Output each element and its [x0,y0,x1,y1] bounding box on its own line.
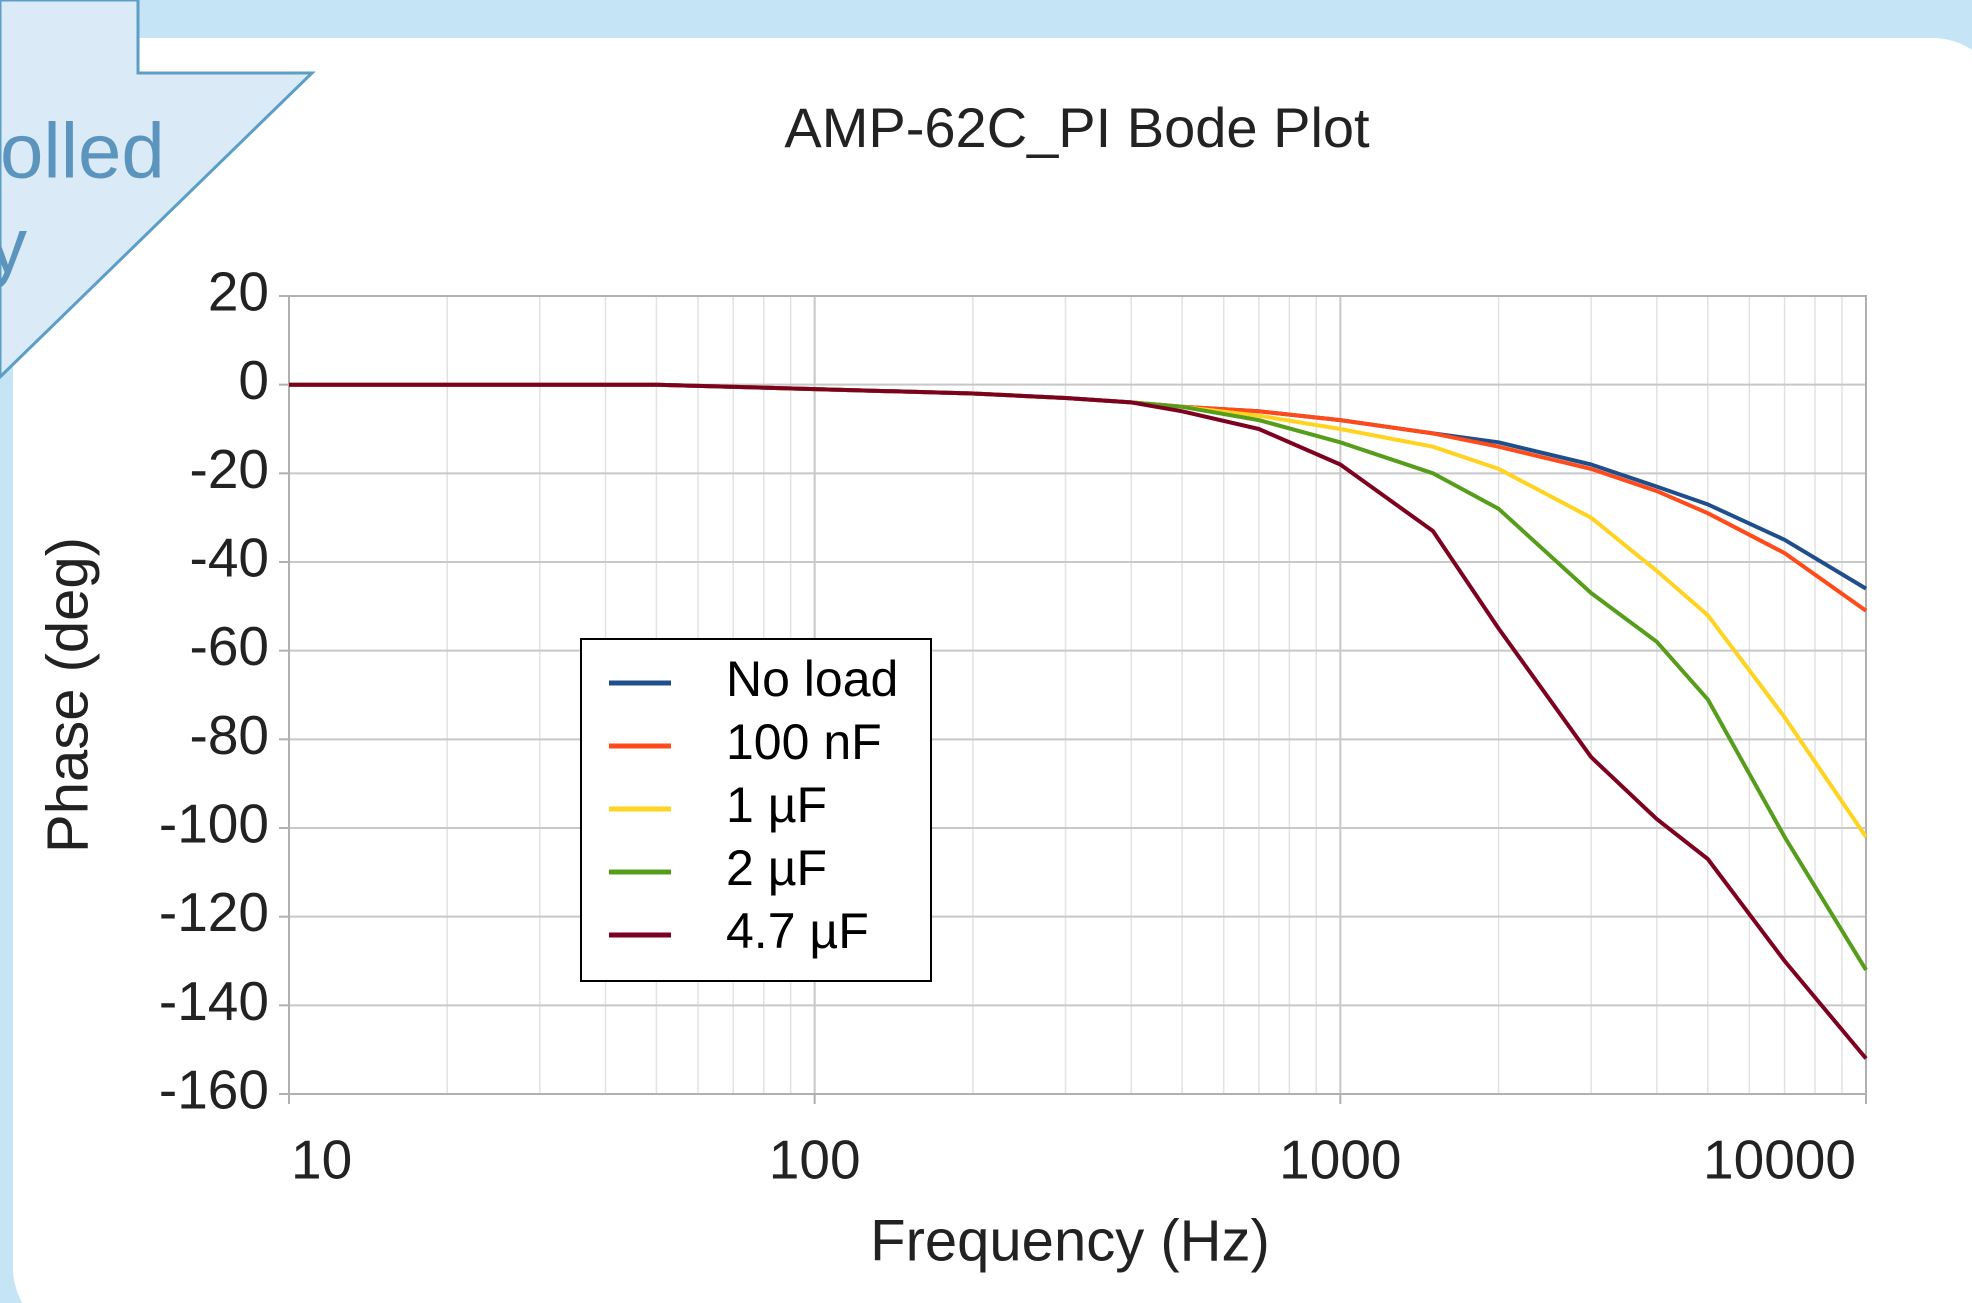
y-tick-label: -20 [190,438,270,500]
y-tick-label: -80 [190,704,270,766]
y-tick-label: 20 [208,261,269,323]
legend-label: No load [726,651,898,707]
y-tick-label: -120 [159,881,269,943]
y-tick-label: -140 [159,970,269,1032]
y-axis-title: Phase (deg) [35,537,100,853]
legend-label: 100 nF [726,714,882,770]
y-tick-label: -160 [159,1059,269,1121]
chart-title: AMP-62C_PI Bode Plot [784,96,1370,159]
legend-label: 4.7 µF [726,903,869,959]
legend-label: 1 µF [726,777,827,833]
legend-label: 2 µF [726,840,827,896]
plot-frame [288,295,1867,1095]
x-tick-label: 1000 [1279,1129,1401,1191]
panel [13,38,1972,1303]
series-line [289,382,1868,1060]
y-tick-label: 0 [238,349,269,411]
x-tick-label: 100 [769,1129,861,1191]
y-tick-label: -100 [159,793,269,855]
y-tick-label: -60 [190,615,270,677]
x-tick-label: 10000 [1703,1129,1856,1191]
callout-text: y [0,202,27,290]
x-axis-title: Frequency (Hz) [870,1208,1270,1273]
callout-text: olled [0,107,165,195]
x-tick-label: 10 [291,1129,352,1191]
y-tick-label: -40 [190,527,270,589]
callout [0,0,316,380]
